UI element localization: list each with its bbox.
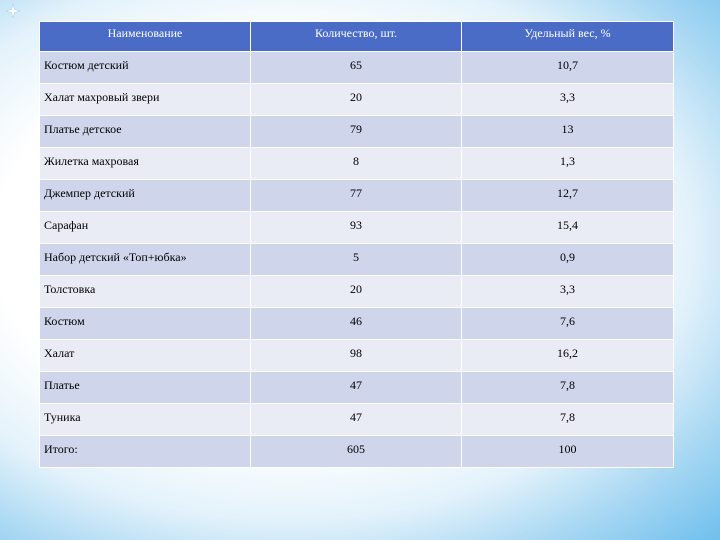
- cell-share: 13: [461, 115, 674, 148]
- table-row: Платье детское 79 13: [39, 115, 674, 148]
- cell-quantity: 20: [250, 83, 462, 116]
- cell-name: Сарафан: [39, 211, 251, 244]
- table-row: Халат 98 16,2: [39, 339, 674, 372]
- cell-quantity: 46: [250, 307, 462, 340]
- cell-share: 10,7: [461, 51, 674, 84]
- cell-name: Жилетка махровая: [39, 147, 251, 180]
- table-row: Джемпер детский 77 12,7: [39, 179, 674, 212]
- cell-name: Толстовка: [39, 275, 251, 308]
- table-row: Сарафан 93 15,4: [39, 211, 674, 244]
- cell-share: 12,7: [461, 179, 674, 212]
- products-table: Наименование Количество, шт. Удельный ве…: [39, 21, 674, 468]
- cell-share: 0,9: [461, 243, 674, 276]
- cell-name: Набор детский «Топ+юбка»: [39, 243, 251, 276]
- table-row: Костюм детский 65 10,7: [39, 51, 674, 84]
- cell-share: 7,8: [461, 371, 674, 404]
- cell-quantity: 47: [250, 371, 462, 404]
- cell-name: Туника: [39, 403, 251, 436]
- cell-name: Костюм: [39, 307, 251, 340]
- cell-quantity: 98: [250, 339, 462, 372]
- cell-quantity: 47: [250, 403, 462, 436]
- cell-quantity: 20: [250, 275, 462, 308]
- table-body: Костюм детский 65 10,7 Халат махровый звери…: [39, 51, 674, 468]
- cell-name: Итого:: [39, 435, 251, 468]
- cell-share: 7,8: [461, 403, 674, 436]
- star-icon: [6, 4, 20, 18]
- cell-quantity: 77: [250, 179, 462, 212]
- table-row: Костюм 46 7,6: [39, 307, 674, 340]
- table-row: Халат махровый звери 20 3,3: [39, 83, 674, 116]
- cell-name: Платье: [39, 371, 251, 404]
- cell-share: 100: [461, 435, 674, 468]
- table-row: Набор детский «Топ+юбка» 5 0,9: [39, 243, 674, 276]
- table-row: Туника 47 7,8: [39, 403, 674, 436]
- cell-share: 15,4: [461, 211, 674, 244]
- header-name: Наименование: [39, 21, 251, 52]
- cell-quantity: 93: [250, 211, 462, 244]
- table-header-row: Наименование Количество, шт. Удельный ве…: [39, 21, 674, 52]
- cell-share: 7,6: [461, 307, 674, 340]
- table-row: Жилетка махровая 8 1,3: [39, 147, 674, 180]
- cell-share: 1,3: [461, 147, 674, 180]
- cell-quantity: 65: [250, 51, 462, 84]
- cell-name: Костюм детский: [39, 51, 251, 84]
- cell-name: Халат: [39, 339, 251, 372]
- cell-quantity: 5: [250, 243, 462, 276]
- cell-name: Халат махровый звери: [39, 83, 251, 116]
- table-row: Платье 47 7,8: [39, 371, 674, 404]
- cell-name: Джемпер детский: [39, 179, 251, 212]
- cell-share: 3,3: [461, 275, 674, 308]
- cell-quantity: 605: [250, 435, 462, 468]
- header-quantity: Количество, шт.: [250, 21, 462, 52]
- table-row: Толстовка 20 3,3: [39, 275, 674, 308]
- table-row: Итого: 605 100: [39, 435, 674, 468]
- cell-share: 16,2: [461, 339, 674, 372]
- cell-quantity: 8: [250, 147, 462, 180]
- cell-share: 3,3: [461, 83, 674, 116]
- header-share: Удельный вес, %: [461, 21, 674, 52]
- cell-quantity: 79: [250, 115, 462, 148]
- cell-name: Платье детское: [39, 115, 251, 148]
